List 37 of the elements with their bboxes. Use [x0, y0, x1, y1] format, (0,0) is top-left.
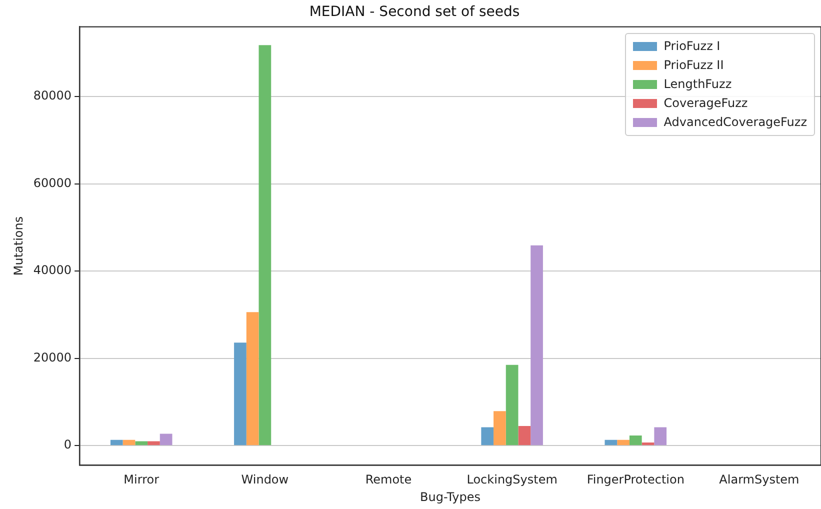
- bar: [148, 441, 160, 446]
- legend-label: LengthFuzz: [664, 77, 732, 92]
- bar: [110, 440, 123, 446]
- bar: [518, 426, 531, 446]
- y-tick-label: 20000: [33, 350, 72, 364]
- bar: [258, 45, 272, 446]
- legend-label: CoverageFuzz: [664, 96, 748, 110]
- x-tick-label: Window: [241, 472, 289, 487]
- bar: [604, 440, 618, 446]
- legend-label: PrioFuzz I: [664, 39, 720, 54]
- y-tick-label: 80000: [33, 88, 72, 103]
- bar: [642, 442, 654, 446]
- bar: [506, 364, 518, 446]
- chart-title: MEDIAN - Second set of seeds: [309, 4, 520, 20]
- x-tick-label: Mirror: [124, 472, 160, 487]
- bar: [629, 436, 642, 446]
- y-tick-label: 0: [64, 438, 72, 452]
- bar: [530, 245, 543, 446]
- x-tick-label: FingerProtection: [586, 472, 684, 487]
- legend-label: PrioFuzz II: [664, 58, 724, 72]
- x-tick-label: AlarmSystem: [719, 472, 800, 487]
- bar: [617, 440, 630, 446]
- bar: [246, 312, 259, 446]
- bar: [135, 441, 148, 446]
- bar: [122, 440, 136, 446]
- y-tick-label: 40000: [33, 263, 72, 278]
- bar: [481, 427, 494, 446]
- y-tick-label: 60000: [33, 176, 72, 190]
- legend-label: AdvancedCoverageFuzz: [664, 115, 807, 130]
- x-tick-label: Remote: [365, 472, 412, 487]
- bar: [160, 434, 172, 446]
- y-axis-title: Mutations: [11, 216, 26, 276]
- bar: [234, 342, 246, 446]
- bar: [494, 411, 506, 446]
- x-axis-title: Bug-Types: [420, 490, 481, 504]
- x-tick-label: LockingSystem: [466, 472, 558, 487]
- bar: [654, 427, 667, 446]
